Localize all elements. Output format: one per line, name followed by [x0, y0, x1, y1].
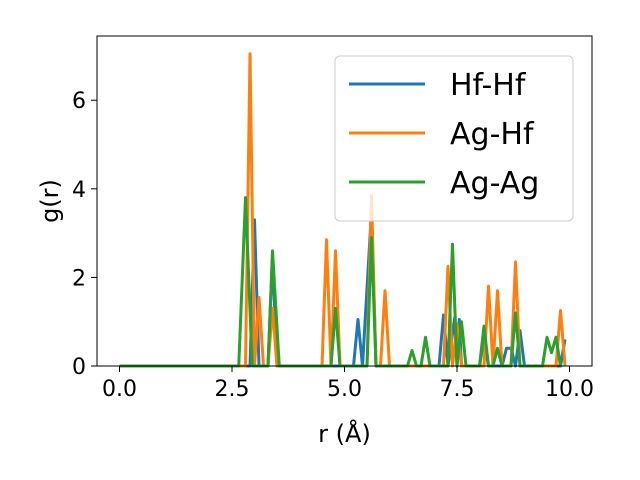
- x-tick-label: 2.5: [215, 377, 250, 402]
- x-tick-label: 7.5: [440, 377, 475, 402]
- legend: Hf-Hf Ag-Hf Ag-Ag: [334, 55, 574, 222]
- x-tick-label: 0.0: [102, 377, 137, 402]
- y-tick-label: 0: [72, 355, 86, 380]
- x-tick-label: 10.0: [545, 377, 594, 402]
- legend-label-0: Hf-Hf: [450, 68, 527, 103]
- legend-label-1: Ag-Hf: [450, 117, 535, 152]
- y-axis-ticks: 0 2 4 6: [72, 89, 97, 380]
- legend-label-2: Ag-Ag: [450, 166, 539, 201]
- legend-box: [334, 55, 574, 222]
- x-axis-label: r (Å): [318, 419, 371, 448]
- x-axis-ticks: 0.0 2.5 5.0 7.5 10.0: [102, 366, 594, 402]
- x-tick-label: 5.0: [327, 377, 362, 402]
- y-axis-label: g(r): [36, 179, 64, 223]
- y-tick-label: 4: [72, 178, 86, 203]
- series-line-0: [119, 209, 567, 368]
- y-tick-label: 2: [72, 266, 86, 291]
- y-tick-label: 6: [72, 89, 86, 114]
